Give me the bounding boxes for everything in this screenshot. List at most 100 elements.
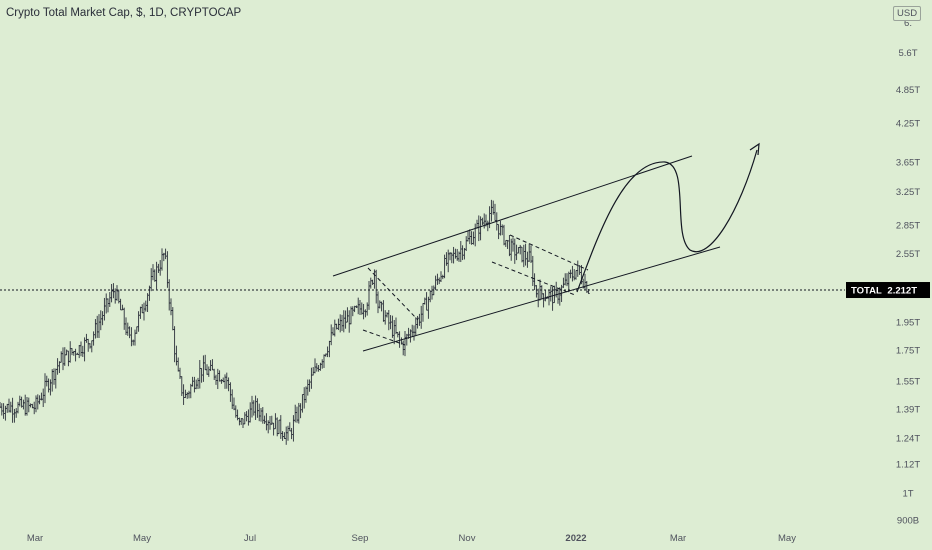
candle [187,390,191,399]
y-tick-label: 2.55T [896,249,920,260]
candle [348,310,351,333]
x-tick-label: May [133,533,151,544]
candle [321,359,324,369]
y-tick-label: 1.55T [896,376,920,387]
candle [528,243,531,262]
candle [277,419,281,435]
x-tick-label: Mar [27,533,43,544]
candle [553,285,556,304]
candle [193,376,196,393]
projection-arrowhead[interactable] [749,142,760,156]
candle [405,333,408,346]
candle [567,271,570,293]
candle [132,339,135,346]
candle [114,288,117,304]
candle [382,300,385,322]
candle [29,403,32,408]
y-tick-label: 1.75T [896,345,920,356]
currency-button[interactable]: USD [893,6,922,21]
candle [385,312,389,318]
candle [369,277,372,289]
projection-path[interactable] [576,149,758,293]
candle [94,319,97,339]
candle [27,397,30,413]
candle [301,394,304,413]
y-tick-label: 1.39T [896,404,920,415]
flag-right-bottom[interactable] [491,261,576,296]
candle [2,403,5,419]
candle [519,244,522,255]
candle [74,348,77,362]
candle [313,358,317,374]
candle [310,367,313,389]
candle [535,285,538,298]
flag-right-top[interactable] [509,234,589,271]
candle [357,297,360,315]
candle [317,364,320,372]
candle [38,395,41,405]
candle [175,345,178,366]
y-tick-label: 1.12T [896,460,920,471]
candle [447,249,450,273]
candle [427,296,430,319]
candle [15,408,18,418]
candle [128,326,131,339]
candle [430,285,434,300]
candle [18,395,21,407]
candle [259,407,263,422]
candle [358,300,362,316]
candle [139,306,142,319]
candle [322,354,326,368]
price-tag: TOTAL 2.212T [846,282,930,299]
candle [43,373,47,404]
flag-left-top[interactable] [367,267,419,321]
candle [155,261,158,290]
candle [173,326,176,363]
candle [51,369,54,392]
candle [373,269,376,289]
candle [223,374,227,389]
candle [549,286,552,302]
candle [241,418,245,428]
candle [565,273,569,287]
candle [6,403,9,413]
candle [434,275,437,291]
candle [123,307,126,330]
candle [544,290,547,302]
candle [474,223,477,247]
candle [108,292,111,307]
candle [366,302,369,316]
candle [420,305,423,329]
x-tick-label: Jul [244,533,256,544]
trendline-upper[interactable] [332,155,693,277]
candle [229,382,232,402]
candle [231,389,234,410]
candle [502,224,506,246]
candle [344,310,347,329]
candle [281,431,284,441]
candle [303,387,306,409]
candle [393,319,396,345]
candle [150,268,153,292]
y-tick-label: 900B [897,515,919,526]
candle [135,326,138,334]
candle [573,269,576,281]
candle [470,231,473,245]
trendline-lower[interactable] [362,246,721,352]
candle [146,293,149,313]
candle [250,395,254,418]
y-tick-label: 4.25T [896,119,920,130]
candle [526,251,529,268]
candle [265,413,268,431]
candle [279,415,282,439]
candle [569,269,572,279]
flag-left-bottom[interactable] [362,329,406,346]
candle [556,288,560,304]
candle [551,286,554,311]
candle [141,304,144,314]
candle [272,422,275,436]
candle [25,396,29,416]
candle [142,302,146,321]
chart-title: Crypto Total Market Cap, $, 1D, CRYPTOCA… [6,7,242,19]
